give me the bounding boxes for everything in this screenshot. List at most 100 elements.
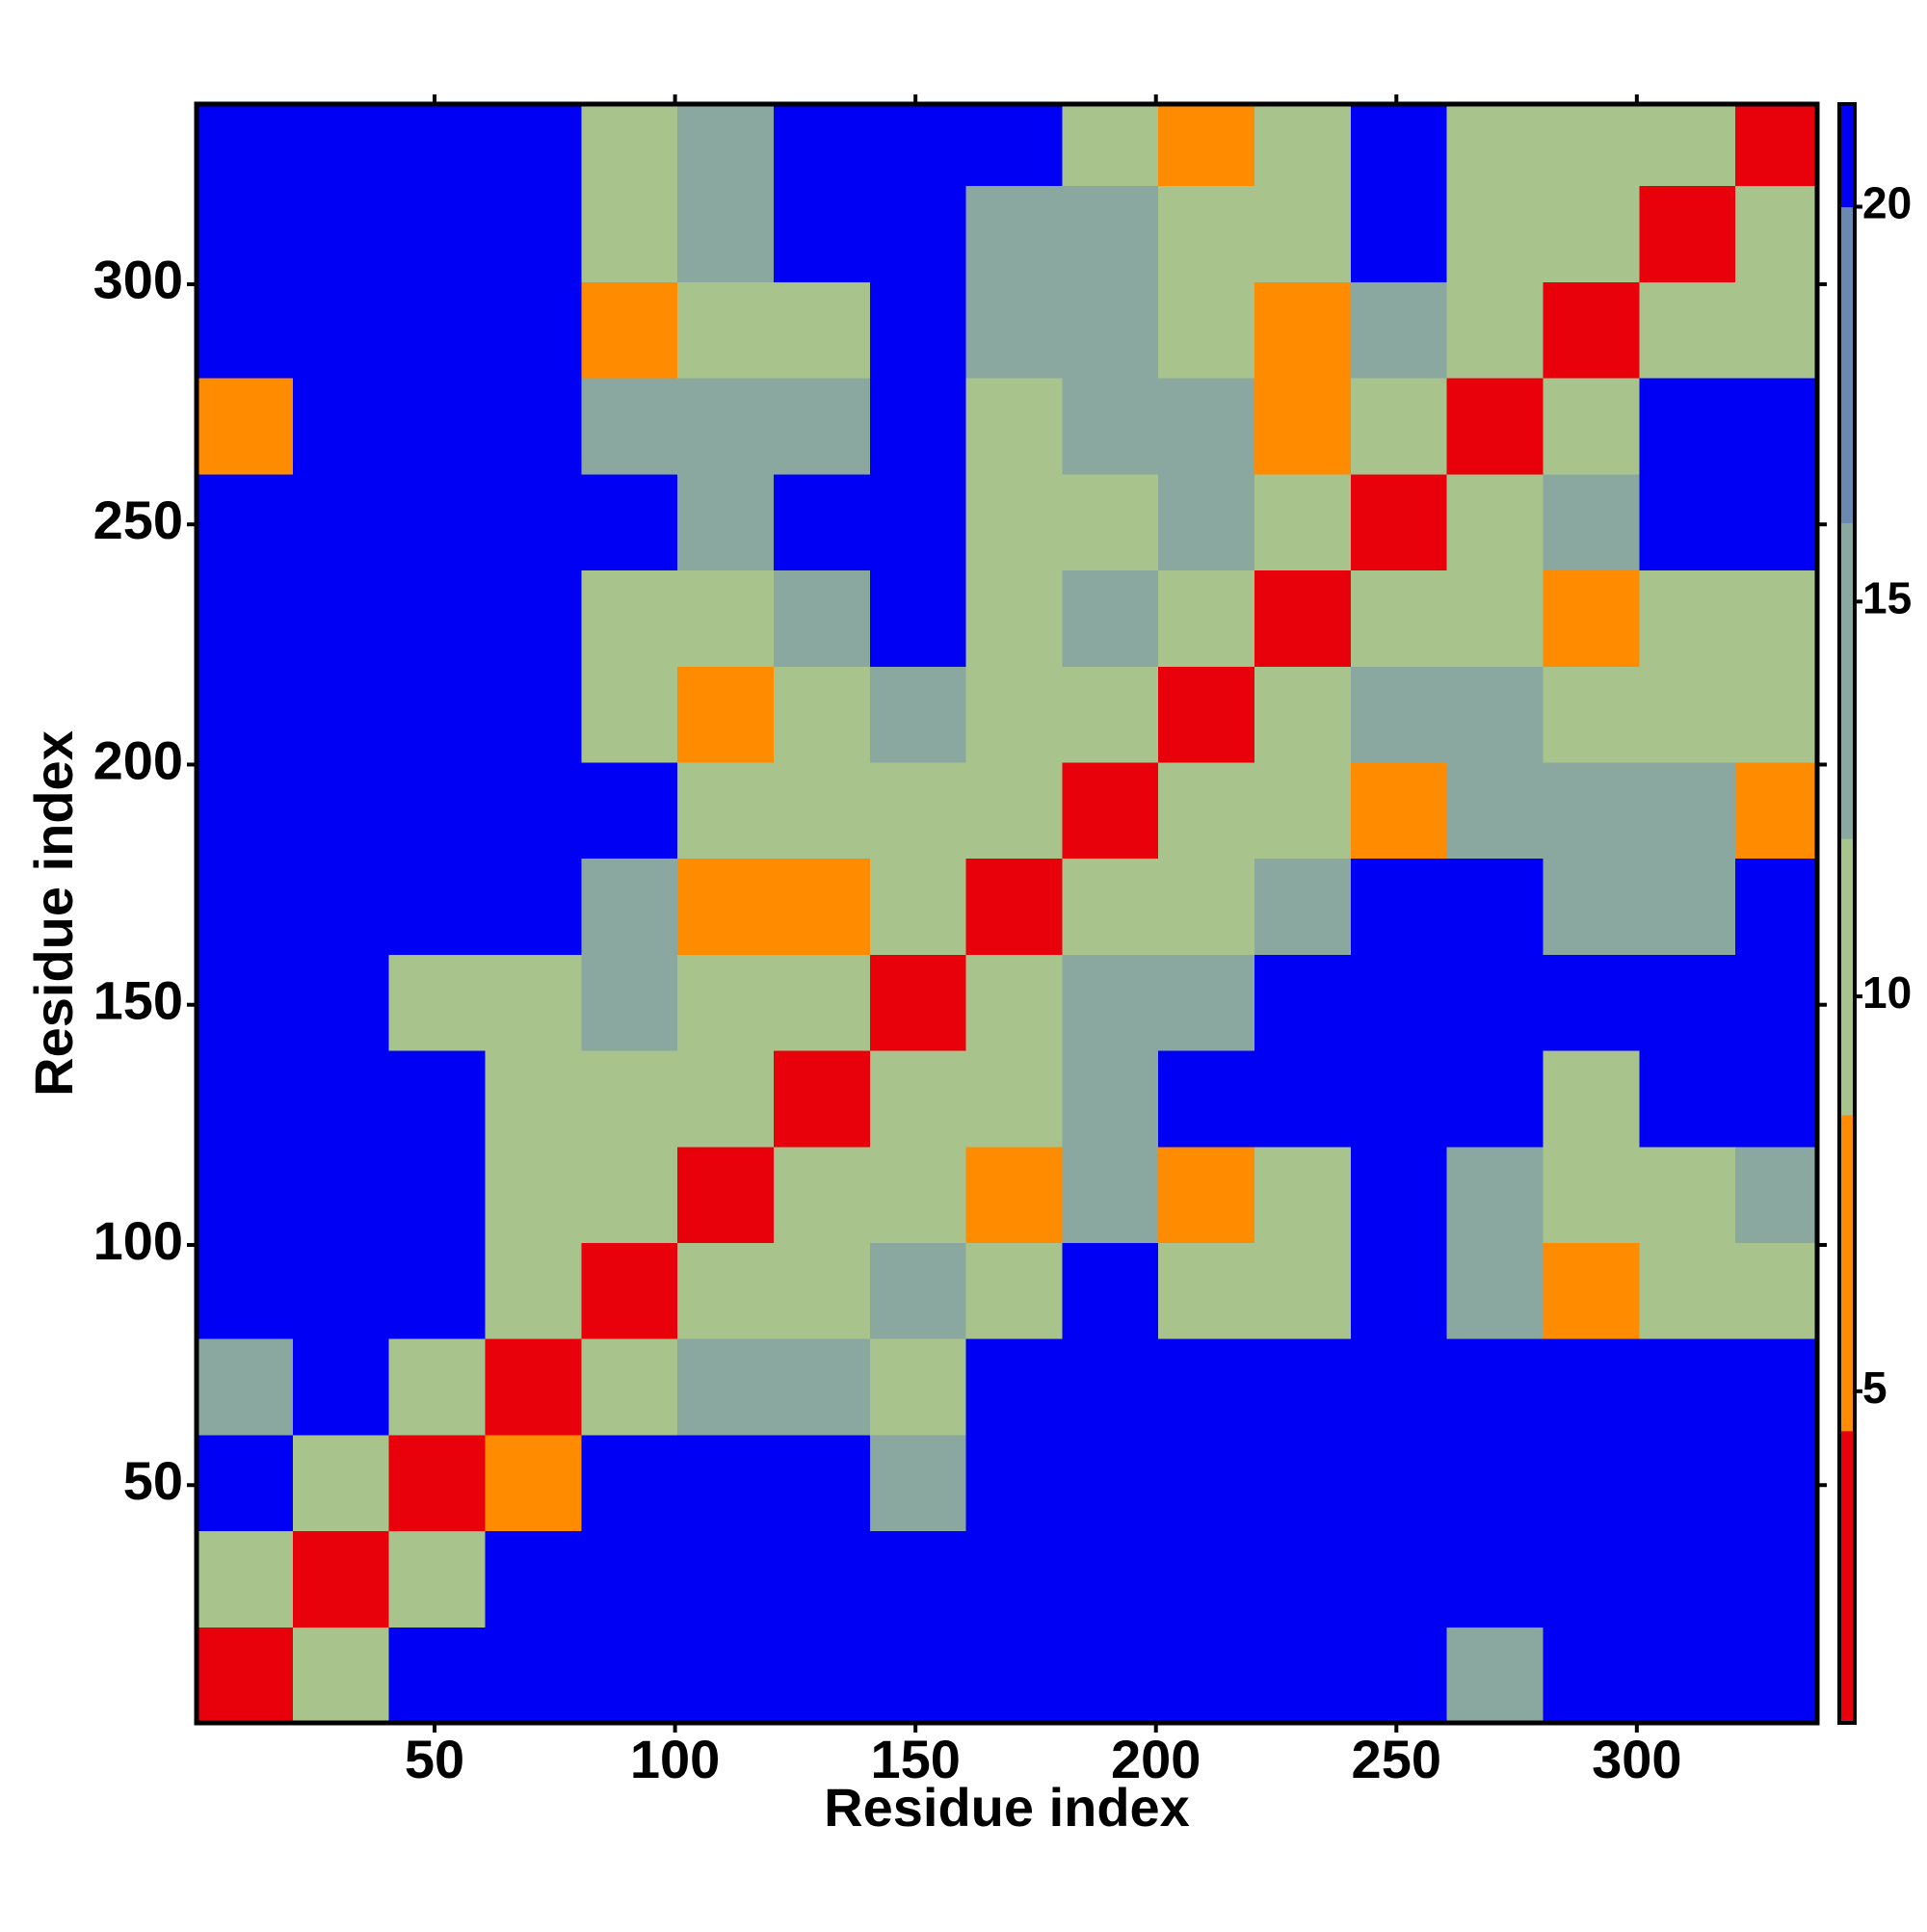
heatmap-cells [197, 104, 1818, 1724]
heatmap-cell [197, 569, 294, 667]
heatmap-cell [965, 1434, 1063, 1532]
heatmap-cell [581, 761, 678, 860]
x-tick-label: 200 [1111, 1729, 1201, 1789]
y-tick-label: 150 [93, 970, 183, 1031]
heatmap-cell [485, 1338, 582, 1436]
heatmap-cell [388, 1146, 486, 1243]
plot-frame [194, 101, 1820, 1726]
heatmap-cell [1062, 1242, 1159, 1339]
heatmap-cell [1446, 858, 1544, 955]
heatmap-cell [1062, 473, 1159, 571]
heatmap-cell [773, 473, 871, 571]
heatmap-cell [677, 666, 775, 763]
heatmap-cell [581, 104, 678, 187]
heatmap-cell [773, 104, 871, 187]
heatmap-cell [1254, 954, 1352, 1051]
colorbar-tick-label: 15 [1862, 572, 1912, 622]
heatmap-cell [1254, 666, 1352, 763]
heatmap-cell [1350, 281, 1448, 379]
heatmap-cell [1062, 1146, 1159, 1243]
heatmap-cell [1062, 1338, 1159, 1436]
heatmap-cell [388, 1338, 486, 1436]
heatmap-cell [388, 281, 486, 379]
heatmap-cell [1543, 185, 1640, 282]
heatmap-cell [581, 858, 678, 955]
heatmap-cell [1254, 1627, 1352, 1724]
heatmap-cell [965, 954, 1063, 1051]
heatmap-cell [1158, 473, 1255, 571]
heatmap-cell [292, 1338, 390, 1436]
heatmap-cell [1446, 1242, 1544, 1339]
heatmap-cell [1735, 281, 1818, 379]
heatmap-cell [1639, 1627, 1736, 1724]
heatmap-cell [1735, 858, 1818, 955]
heatmap-cell [965, 1530, 1063, 1628]
heatmap-cell [677, 1627, 775, 1724]
y-tick-label: 250 [93, 490, 183, 550]
heatmap-cell [1446, 104, 1544, 187]
heatmap-cell [388, 761, 486, 860]
heatmap-cell [965, 858, 1063, 955]
heatmap-cell [388, 858, 486, 955]
heatmap-cell [1062, 1530, 1159, 1628]
heatmap-cell [581, 1530, 678, 1628]
heatmap-cell [292, 104, 390, 187]
heatmap-cell [1158, 1050, 1255, 1148]
heatmap-cell [1062, 1627, 1159, 1724]
heatmap-cell [1350, 378, 1448, 475]
heatmap-cell [869, 761, 967, 860]
heatmap-cell [292, 761, 390, 860]
heatmap-cell [1350, 569, 1448, 667]
heatmap-cell [1543, 761, 1640, 860]
x-axis-label: Residue index [824, 1777, 1190, 1838]
heatmap-cell [1350, 1242, 1448, 1339]
heatmap-cell [388, 185, 486, 282]
heatmap-cell [1254, 104, 1352, 187]
heatmap-cell [197, 954, 294, 1051]
heatmap-cell [388, 1050, 486, 1148]
heatmap-cell [869, 473, 967, 571]
colorbar-band [1839, 206, 1855, 523]
heatmap-cell [773, 1627, 871, 1724]
x-tick-label: 150 [870, 1729, 960, 1789]
heatmap-cell [581, 378, 678, 475]
heatmap-cell [869, 185, 967, 282]
heatmap-cell [773, 1242, 871, 1339]
heatmap-cell [197, 473, 294, 571]
x-tick-label: 50 [405, 1729, 464, 1789]
heatmap-cell [485, 1530, 582, 1628]
heatmap-cell [1639, 1146, 1736, 1243]
heatmap-cell [965, 1146, 1063, 1243]
heatmap-cell [1639, 473, 1736, 571]
heatmap-cell [677, 569, 775, 667]
heatmap-cell [869, 378, 967, 475]
heatmap-cell [1639, 666, 1736, 763]
colorbar-band [1839, 1114, 1855, 1432]
heatmap-cell [773, 666, 871, 763]
colorbar-tick-label: 5 [1862, 1363, 1887, 1413]
heatmap-cell [773, 1530, 871, 1628]
heatmap-cell [1543, 1434, 1640, 1532]
heatmap-cell [1446, 1146, 1544, 1243]
heatmap-cell [388, 569, 486, 667]
heatmap-cell [388, 473, 486, 571]
heatmap-cell [1446, 185, 1544, 282]
heatmap-cell [1062, 185, 1159, 282]
heatmap-cell [1639, 761, 1736, 860]
heatmap-cell [965, 761, 1063, 860]
heatmap-cell [388, 666, 486, 763]
heatmap-cell [677, 761, 775, 860]
x-tick-label: 100 [630, 1729, 720, 1789]
heatmap-cell [1350, 473, 1448, 571]
heatmap-cell [292, 185, 390, 282]
heatmap-cell [197, 1434, 294, 1532]
heatmap-cell [197, 1050, 294, 1148]
heatmap-cell [869, 104, 967, 187]
heatmap-cell [197, 761, 294, 860]
heatmap-cell [292, 858, 390, 955]
heatmap-cell [1350, 1146, 1448, 1243]
heatmap-cell [1254, 1530, 1352, 1628]
heatmap-cell [485, 473, 582, 571]
